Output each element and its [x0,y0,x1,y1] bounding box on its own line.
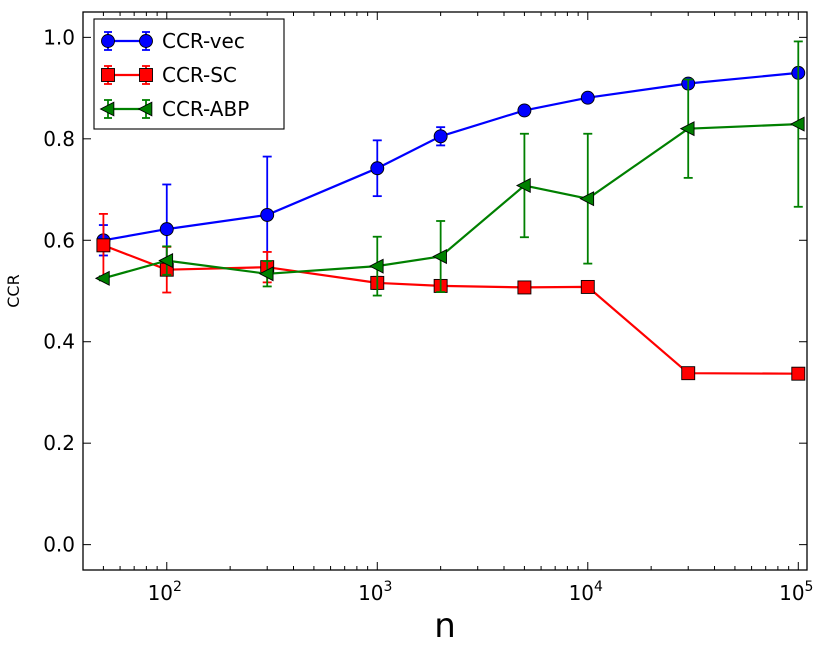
data-point-CCR-ABP [789,116,805,132]
legend-entry-CCR-vec: CCR-vec [101,29,245,53]
series-line-CCR-SC [103,244,799,375]
legend-label: CCR-SC [162,63,237,87]
y-tick-label: 0.0 [43,533,75,557]
data-point-CCR-ABP [258,266,274,282]
data-point-CCR-ABP [158,253,174,269]
data-point-CCR-ABP [579,191,595,207]
y-axis-label: CCR [4,274,23,307]
legend-label: CCR-ABP [162,97,249,121]
series-line-CCR-ABP [103,123,799,280]
plot-frame [82,11,808,571]
data-point-CCR-vec [260,207,275,222]
y-tick-label: 0.4 [43,330,75,354]
legend-label: CCR-vec [162,29,245,53]
x-tick-label: 103 [358,579,392,605]
data-point-CCR-vec [370,161,385,176]
data-point-CCR-SC [580,279,595,294]
plot-marks [94,40,806,381]
data-point-CCR-ABP [515,177,531,194]
data-point-CCR-vec [517,103,532,118]
data-point-CCR-SC [96,238,111,253]
data-point-CCR-ABP [368,258,384,274]
y-tick-label: 1.0 [43,25,75,49]
x-tick-label: 104 [569,579,603,605]
data-point-CCR-SC [681,366,696,381]
legend: CCR-vec CCR-SC CCR-ABP [93,18,285,130]
legend-marker [101,68,115,82]
y-tick-label: 0.6 [43,228,75,252]
legend-marker [139,68,153,82]
y-tick-label: 0.8 [43,127,75,151]
legend-entry-CCR-SC: CCR-SC [101,63,237,87]
x-tick-label: 105 [779,579,813,605]
data-point-CCR-vec [159,222,174,237]
legend-entry-CCR-ABP: CCR-ABP [99,97,249,121]
legend-marker [101,34,115,48]
axis-ticks: 0.0 0.2 0.4 0.6 0.8 1.0 102 103 104 105 [43,12,813,605]
data-point-CCR-vec [580,90,595,105]
x-tick-label: 102 [148,579,182,605]
data-point-CCR-ABP [679,121,695,137]
legend-marker [99,101,115,117]
y-tick-label: 0.2 [43,431,75,455]
x-axis-label: n [434,606,456,646]
legend-marker [139,34,153,48]
data-point-CCR-SC [517,280,532,295]
data-point-CCR-vec [433,129,448,144]
series-CCR-SC [96,212,806,381]
data-point-CCR-ABP [94,270,110,286]
series-CCR-ABP [94,40,805,297]
data-point-CCR-SC [791,366,806,381]
legend-marker [137,101,153,117]
data-point-CCR-ABP [432,248,447,265]
